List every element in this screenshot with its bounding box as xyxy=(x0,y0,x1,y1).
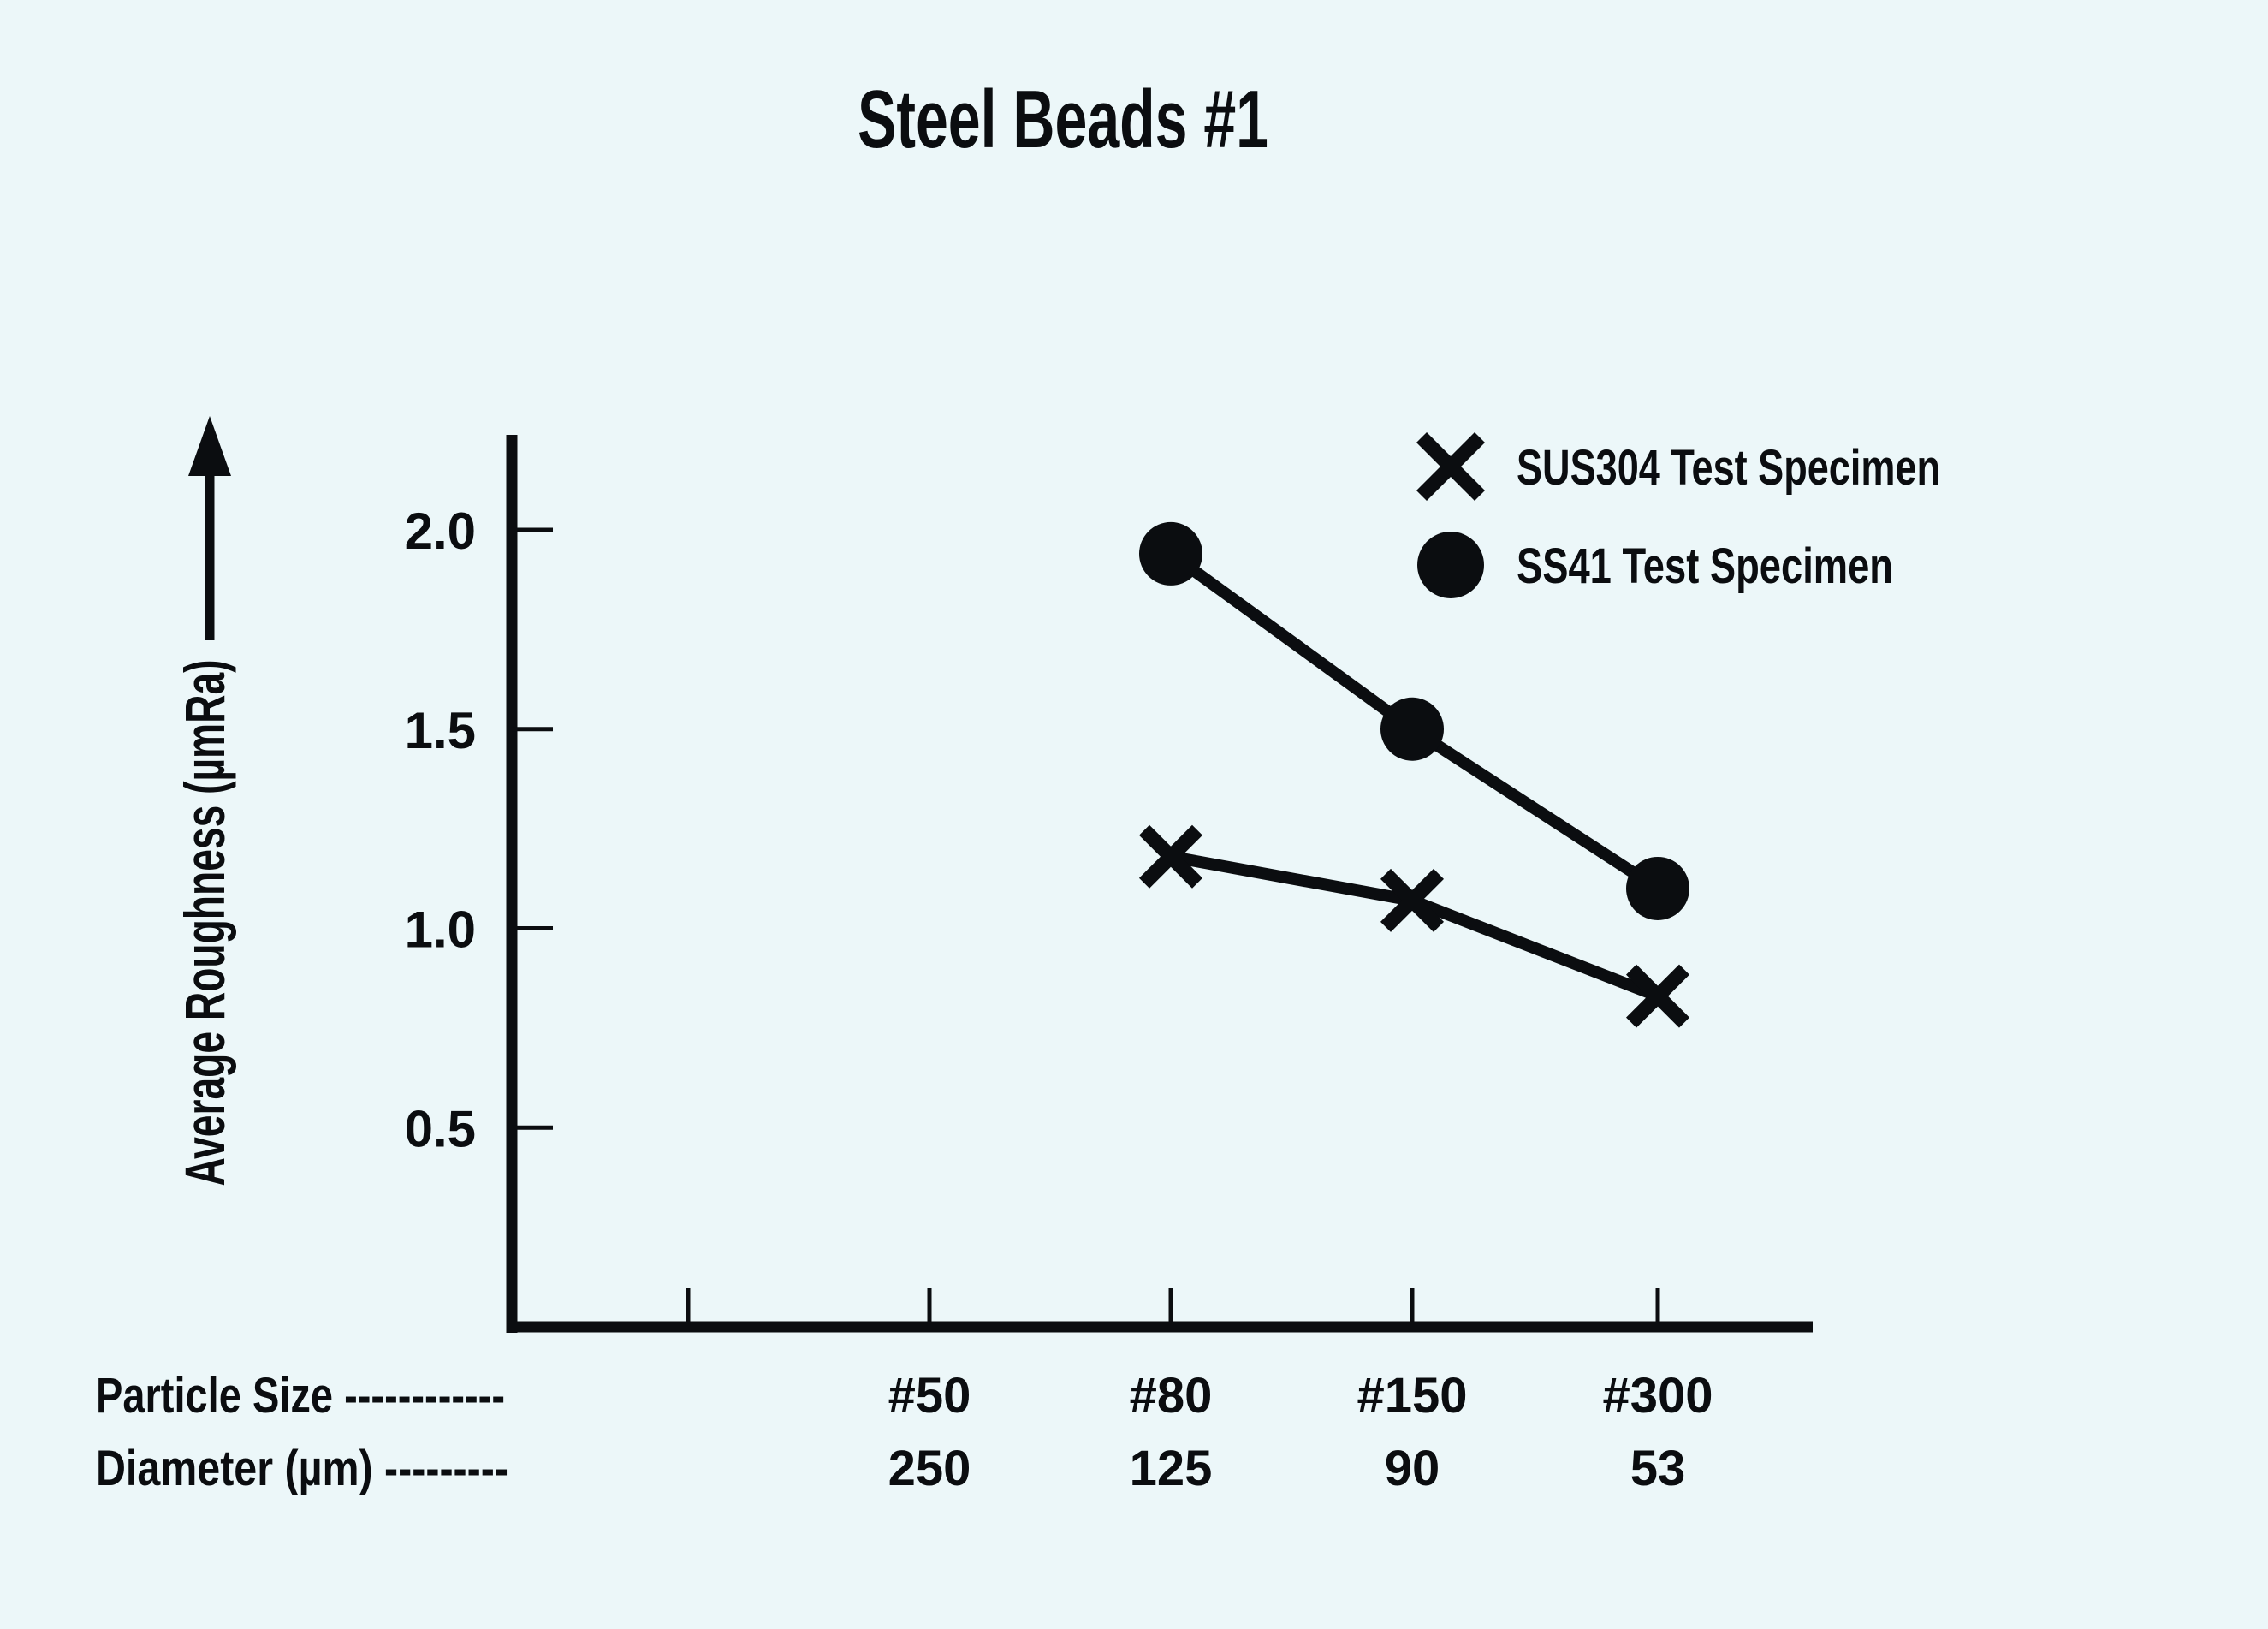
y-tick-label-0.5: 0.5 xyxy=(405,1100,476,1157)
legend-label-ss41: SS41 Test Specimen xyxy=(1517,538,1893,594)
chart-title: Steel Beads #1 xyxy=(858,74,1268,165)
data-point-ss41-test-specimen-150 xyxy=(1380,697,1444,761)
legend-marker-x-icon xyxy=(1416,431,1486,502)
y-axis-label: Average Roughness (µmRa) xyxy=(173,660,236,1186)
x-axis-row1-header: Particle Size ------------ xyxy=(96,1368,505,1424)
series-line-sus304-test-specimen xyxy=(1169,850,1660,1002)
diameter-label-125: 125 xyxy=(1130,1441,1213,1496)
data-point-sus304-test-specimen-80 xyxy=(1138,824,1203,889)
y-tick-label-1.0: 1.0 xyxy=(405,901,476,959)
particle-size-label-80: #80 xyxy=(1130,1368,1213,1424)
y-axis-ticks: 2.0 1.5 1.0 0.5 xyxy=(405,502,553,1157)
y-tick-label-1.5: 1.5 xyxy=(405,702,476,759)
legend-label-sus304: SUS304 Test Specimen xyxy=(1517,440,1940,496)
particle-size-label-300: #300 xyxy=(1602,1368,1713,1424)
data-point-ss41-test-specimen-300 xyxy=(1626,856,1689,920)
data-point-sus304-test-specimen-150 xyxy=(1380,868,1445,932)
y-axis: 2.0 1.5 1.0 0.5 xyxy=(405,435,553,1333)
diameter-label-90: 90 xyxy=(1385,1441,1440,1496)
particle-size-label-150: #150 xyxy=(1357,1368,1467,1424)
legend-markers xyxy=(1416,431,1486,598)
particle-size-label-50: #50 xyxy=(888,1368,971,1424)
x-axis-category-labels: #50 250 #80 125 #150 90 #300 53 xyxy=(888,1368,1713,1496)
series-layer xyxy=(1138,521,1690,1028)
legend: SUS304 Test Specimen SS41 Test Specimen xyxy=(1416,431,1940,598)
data-point-ss41-test-specimen-80 xyxy=(1139,521,1202,586)
x-axis-ticks xyxy=(686,1288,1660,1329)
diameter-label-250: 250 xyxy=(888,1441,971,1496)
data-point-sus304-test-specimen-300 xyxy=(1625,964,1690,1028)
y-axis-title-group: Average Roughness (µmRa) xyxy=(173,416,236,1186)
x-axis xyxy=(507,1288,1813,1333)
legend-marker-circle-icon xyxy=(1417,532,1484,598)
x-axis-row2-header: Diameter (µm) --------- xyxy=(96,1441,508,1496)
y-tick-label-2.0: 2.0 xyxy=(405,502,476,560)
diameter-label-53: 53 xyxy=(1630,1441,1686,1496)
up-arrow-icon xyxy=(188,416,231,640)
